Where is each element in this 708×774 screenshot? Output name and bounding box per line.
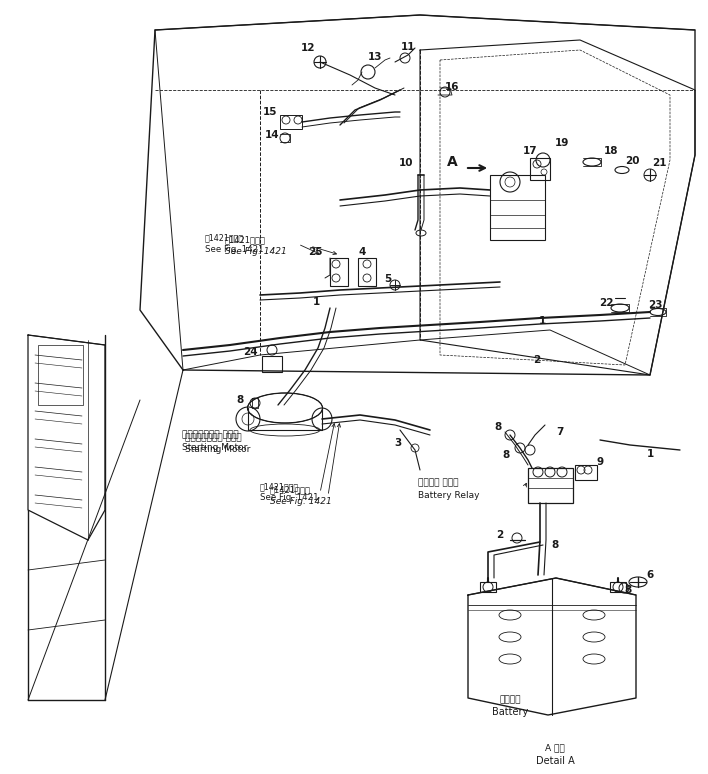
Text: 2: 2 — [533, 355, 541, 365]
Bar — [530, 158, 550, 180]
Text: 17: 17 — [523, 146, 537, 156]
Text: ㄄1421図参照: ㄄1421図参照 — [225, 235, 266, 245]
Text: Battery: Battery — [492, 707, 528, 717]
Text: Starting Motor: Starting Motor — [185, 446, 251, 454]
Bar — [262, 356, 282, 372]
Bar — [490, 175, 545, 240]
Text: 23: 23 — [648, 300, 662, 310]
Text: 8: 8 — [624, 585, 632, 595]
Text: 9: 9 — [596, 457, 603, 467]
Bar — [480, 582, 496, 592]
Text: 5: 5 — [384, 274, 392, 284]
Text: See Fig. 1421: See Fig. 1421 — [225, 246, 287, 255]
Text: ㄄1421図参照: ㄄1421図参照 — [260, 482, 299, 491]
Text: スターティング モータ: スターティング モータ — [185, 433, 241, 443]
Text: バッテリ: バッテリ — [499, 696, 521, 704]
Text: 8: 8 — [236, 395, 244, 405]
Text: ㄄1421図参照: ㄄1421図参照 — [270, 485, 311, 495]
Text: 21: 21 — [652, 158, 666, 168]
Text: 16: 16 — [445, 82, 459, 92]
Text: 22: 22 — [599, 298, 613, 308]
Text: 18: 18 — [604, 146, 618, 156]
Text: スターティング モータ: スターティング モータ — [182, 430, 239, 440]
Text: 12: 12 — [301, 43, 315, 53]
Text: Detail A: Detail A — [536, 756, 574, 766]
Text: 7: 7 — [556, 427, 564, 437]
Text: 19: 19 — [555, 138, 569, 148]
Bar — [38, 345, 83, 405]
Text: See Fig. 1421: See Fig. 1421 — [205, 245, 263, 254]
Text: See Fig. 1421: See Fig. 1421 — [270, 498, 332, 506]
Text: See Fig. 1421: See Fig. 1421 — [260, 494, 319, 502]
Text: 25: 25 — [308, 247, 322, 257]
Bar — [330, 258, 348, 286]
Text: 15: 15 — [263, 107, 278, 117]
Text: Battery Relay: Battery Relay — [418, 491, 479, 499]
Text: 20: 20 — [624, 156, 639, 166]
Bar — [528, 468, 573, 503]
Text: 4: 4 — [358, 247, 366, 257]
Text: A: A — [447, 155, 458, 169]
Bar — [610, 582, 626, 592]
Text: 3: 3 — [394, 438, 401, 448]
Text: 8: 8 — [503, 450, 510, 460]
Text: ㄄1421図参照: ㄄1421図参照 — [205, 234, 244, 242]
Text: バッテリ リレー: バッテリ リレー — [418, 478, 459, 488]
Text: 11: 11 — [401, 42, 416, 52]
Text: 8: 8 — [552, 540, 559, 550]
Text: Starting Motor: Starting Motor — [182, 443, 247, 451]
Text: 10: 10 — [399, 158, 413, 168]
Bar — [280, 115, 302, 129]
Bar — [358, 258, 376, 286]
Text: 13: 13 — [367, 52, 382, 62]
Text: 8: 8 — [494, 422, 502, 432]
Text: 14: 14 — [265, 130, 280, 140]
Text: A 詳細: A 詳細 — [545, 744, 565, 752]
Text: 1: 1 — [312, 297, 319, 307]
Text: 24: 24 — [243, 347, 257, 357]
Text: 2: 2 — [496, 530, 503, 540]
Text: 6: 6 — [646, 570, 653, 580]
Text: 1: 1 — [538, 316, 546, 326]
Text: 1: 1 — [646, 449, 653, 459]
Bar — [575, 465, 597, 480]
